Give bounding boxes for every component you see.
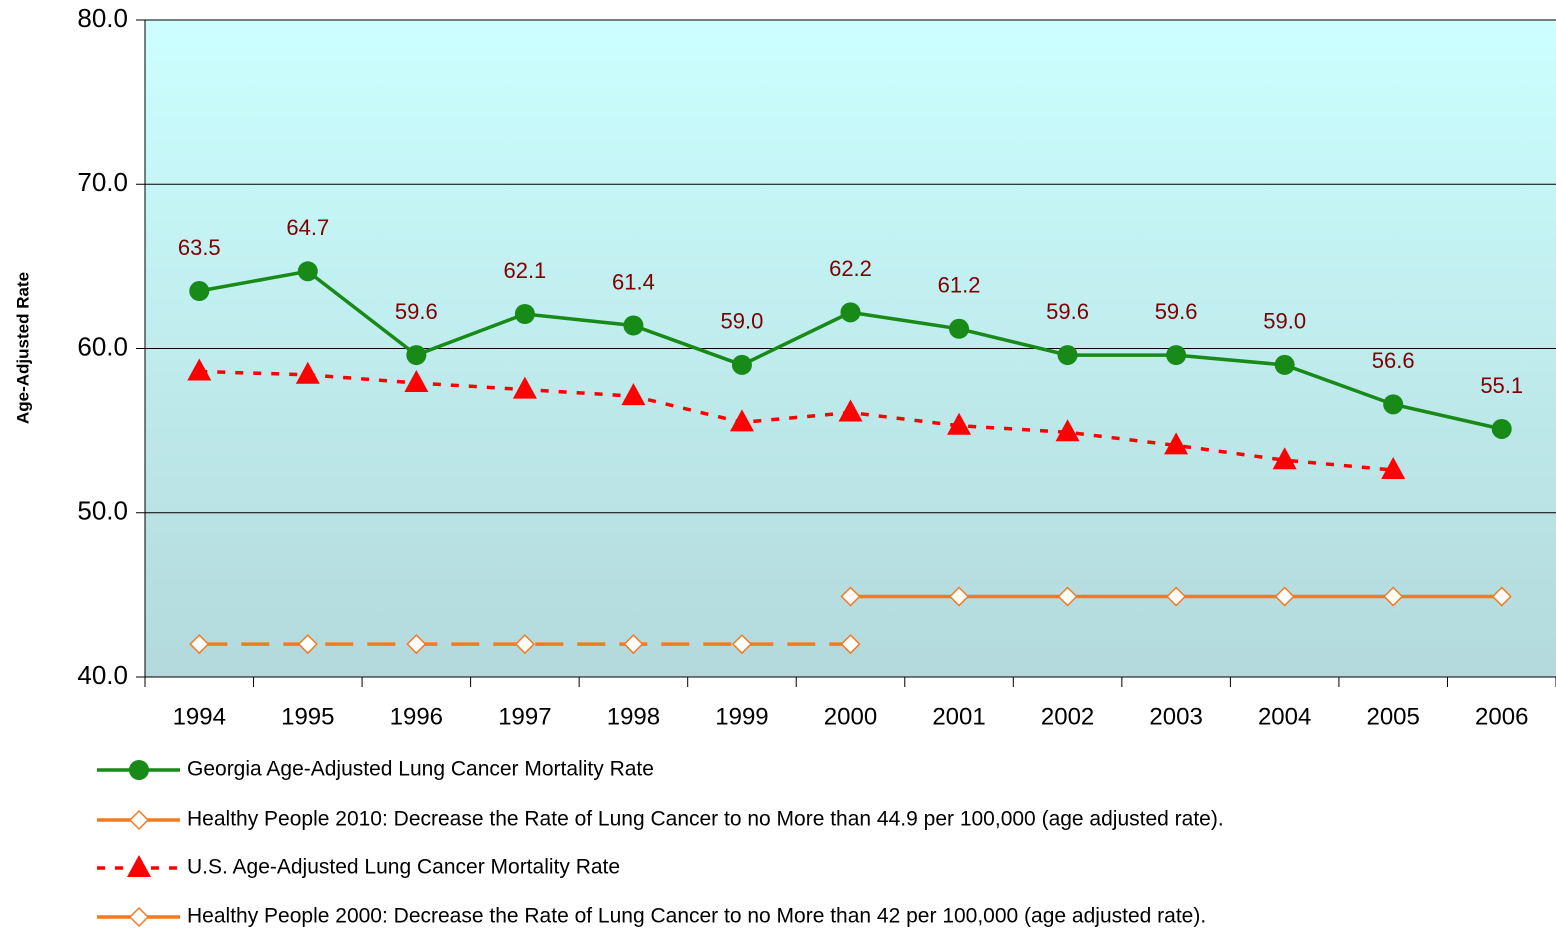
x-tick-label: 2006 (1475, 703, 1528, 730)
data-point (1272, 447, 1297, 470)
y-axis-label: Age-Adjusted Rate (13, 272, 32, 424)
data-label: 59.0 (1263, 309, 1306, 334)
data-point (1383, 394, 1404, 415)
data-point (1057, 345, 1078, 366)
legend-item: Healthy People 2010: Decrease the Rate o… (97, 808, 1224, 831)
y-tick-label: 70.0 (77, 167, 128, 197)
data-point (1383, 586, 1404, 607)
legend-item: Healthy People 2000: Decrease the Rate o… (97, 905, 1206, 928)
data-point (948, 586, 970, 607)
data-point (840, 302, 861, 323)
data-point (731, 634, 753, 655)
data-label: 61.2 (938, 273, 981, 298)
data-label: 63.5 (178, 235, 221, 260)
data-point (189, 281, 210, 302)
data-point (838, 399, 863, 422)
legend-label: Georgia Age-Adjusted Lung Cancer Mortali… (187, 758, 654, 781)
data-point (187, 358, 212, 381)
data-point (1274, 586, 1295, 607)
data-label: 61.4 (612, 269, 655, 294)
data-point (1164, 432, 1189, 455)
legend-item: U.S. Age-Adjusted Lung Cancer Mortality … (97, 855, 620, 879)
x-tick-label: 2000 (824, 703, 877, 730)
data-label: 64.7 (286, 215, 329, 240)
y-tick-label: 50.0 (77, 496, 128, 526)
data-label: 62.2 (829, 256, 872, 281)
legend-label: Healthy People 2000: Decrease the Rate o… (187, 905, 1206, 928)
legend-marker (128, 906, 150, 928)
x-tick-label: 2003 (1149, 703, 1202, 730)
data-point (1491, 418, 1512, 439)
data-point (297, 261, 318, 282)
data-label: 59.6 (1155, 299, 1198, 324)
data-label: 56.6 (1372, 348, 1415, 373)
x-tick-label: 2004 (1258, 703, 1311, 730)
data-point (1491, 586, 1512, 607)
x-tick-label: 2005 (1366, 703, 1419, 730)
x-tick-label: 1996 (390, 703, 443, 730)
data-point (731, 354, 752, 375)
legend-marker (129, 760, 149, 780)
legend-label: Healthy People 2010: Decrease the Rate o… (187, 808, 1224, 831)
x-tick-label: 2001 (932, 703, 985, 730)
y-tick-label: 60.0 (77, 331, 128, 361)
y-tick-label: 80.0 (77, 3, 128, 33)
x-tick-label: 1995 (281, 703, 334, 730)
data-point (406, 634, 427, 655)
data-label: 62.1 (503, 258, 546, 283)
legend-marker (127, 855, 151, 877)
y-tick-label: 40.0 (77, 660, 128, 690)
data-point (1274, 354, 1295, 375)
x-tick-label: 1999 (715, 703, 768, 730)
data-point (1055, 419, 1080, 442)
legend-item: Georgia Age-Adjusted Lung Cancer Mortali… (97, 758, 654, 781)
data-point (1166, 586, 1187, 607)
data-point (1166, 345, 1187, 366)
x-tick-label: 1998 (607, 703, 660, 730)
series-line (199, 369, 1394, 472)
data-point (840, 586, 861, 607)
data-point (297, 634, 318, 655)
data-point (621, 383, 646, 406)
data-point (947, 412, 972, 435)
data-label: 59.6 (1046, 299, 1089, 324)
data-point (1057, 586, 1078, 607)
data-point (295, 361, 320, 384)
x-tick-label: 2002 (1041, 703, 1094, 730)
data-point (840, 634, 861, 655)
data-point (623, 315, 644, 336)
data-point (189, 634, 210, 655)
data-label: 59.0 (721, 309, 764, 334)
data-point (729, 409, 754, 432)
data-label: 55.1 (1480, 373, 1523, 398)
data-point (623, 634, 644, 655)
data-point (949, 318, 970, 339)
data-point (512, 376, 537, 399)
data-point (1381, 457, 1406, 480)
x-tick-label: 1997 (498, 703, 551, 730)
data-point (404, 369, 429, 392)
legend-marker (128, 809, 150, 831)
data-label: 59.6 (395, 299, 438, 324)
data-point (406, 345, 427, 366)
data-point (514, 634, 535, 655)
legend-label: U.S. Age-Adjusted Lung Cancer Mortality … (187, 856, 620, 879)
data-point (514, 304, 535, 325)
x-tick-label: 1994 (173, 703, 226, 730)
